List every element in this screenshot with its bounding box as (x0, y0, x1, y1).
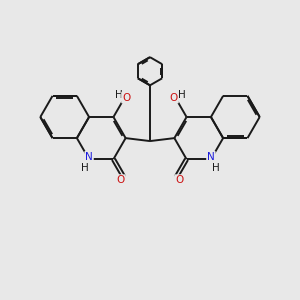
Text: H: H (178, 91, 185, 100)
Text: O: O (117, 175, 125, 185)
Text: H: H (81, 163, 88, 172)
Text: O: O (170, 93, 178, 103)
Text: H: H (115, 91, 122, 100)
Text: N: N (85, 152, 93, 162)
Text: H: H (212, 163, 219, 172)
Text: O: O (175, 175, 183, 185)
Text: N: N (207, 152, 215, 162)
Text: O: O (122, 93, 130, 103)
